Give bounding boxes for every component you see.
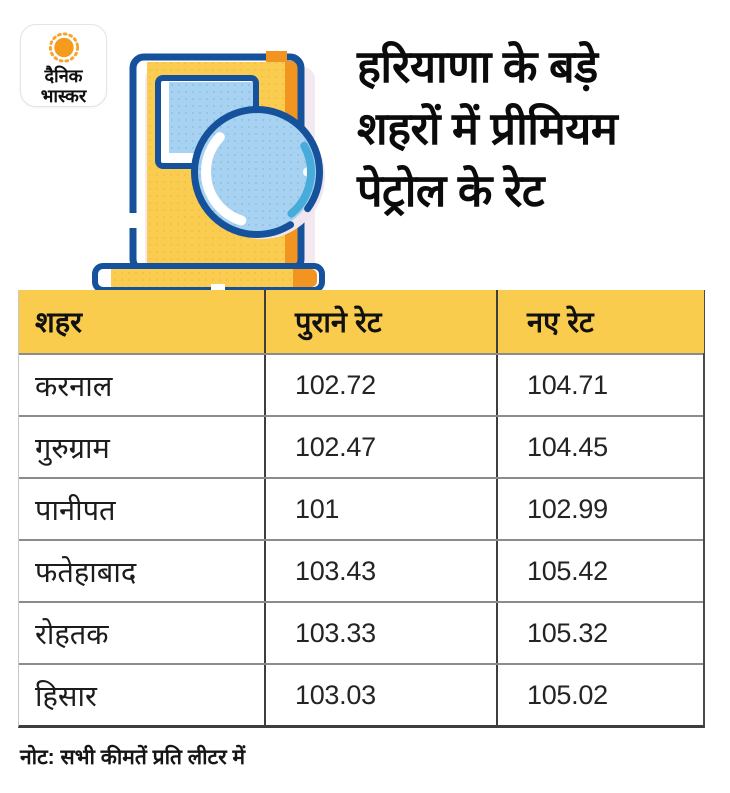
new-rate-value: 105.32 [496, 603, 704, 663]
logo-line-1: दैनिक [44, 66, 83, 86]
table-row: फतेहाबाद 103.43 105.42 [19, 539, 703, 601]
new-rate-value: 102.99 [496, 479, 704, 539]
new-rate-value: 104.71 [496, 355, 704, 415]
dainik-bhaskar-logo: दैनिक भास्कर [20, 24, 107, 107]
col-header-city: शहर [19, 290, 264, 353]
city-name: फतेहाबाद [35, 556, 137, 589]
title-line-3: पेट्रोल के रेट [357, 165, 545, 216]
table-row: पानीपत 101 102.99 [19, 477, 703, 539]
old-rate-value: 102.72 [264, 355, 496, 415]
city-name: रोहतक [35, 618, 109, 651]
old-rate-value: 103.43 [264, 541, 496, 601]
col-header-old-rate: पुराने रेट [264, 290, 496, 353]
city-name: पानीपत [35, 494, 116, 527]
city-name: करनाल [35, 370, 113, 403]
table-row: हिसार 103.03 105.02 [19, 663, 703, 725]
title-line-2: शहरों में प्रीमियम [357, 103, 618, 154]
table-header-row: शहर पुराने रेट नए रेट [19, 290, 704, 353]
petrol-pump-icon [92, 51, 325, 292]
new-rate-value: 104.45 [496, 417, 704, 477]
old-rate-value: 103.33 [264, 603, 496, 663]
logo-text: दैनिक भास्कर [41, 66, 87, 106]
sun-icon [48, 32, 79, 63]
new-rate-value: 105.42 [496, 541, 704, 601]
city-name: गुरुग्राम [35, 432, 110, 465]
table-row: रोहतक 103.33 105.32 [19, 601, 703, 663]
rates-table: शहर पुराने रेट नए रेट करनाल 102.72 104.7… [18, 290, 705, 728]
logo-line-2: भास्कर [40, 86, 87, 106]
old-rate-value: 101 [264, 479, 496, 539]
new-rate-value: 105.02 [496, 665, 704, 725]
city-name: हिसार [35, 680, 97, 713]
old-rate-value: 102.47 [264, 417, 496, 477]
table-row: करनाल 102.72 104.71 [19, 353, 703, 415]
footnote: नोट: सभी कीमतें प्रति लीटर में [20, 746, 246, 769]
title-line-1: हरियाणा के बड़े [357, 41, 598, 92]
old-rate-value: 103.03 [264, 665, 496, 725]
page-title: हरियाणा के बड़े शहरों में प्रीमियम पेट्र… [357, 36, 729, 222]
col-header-new-rate: नए रेट [496, 290, 704, 353]
table-row: गुरुग्राम 102.47 104.45 [19, 415, 703, 477]
